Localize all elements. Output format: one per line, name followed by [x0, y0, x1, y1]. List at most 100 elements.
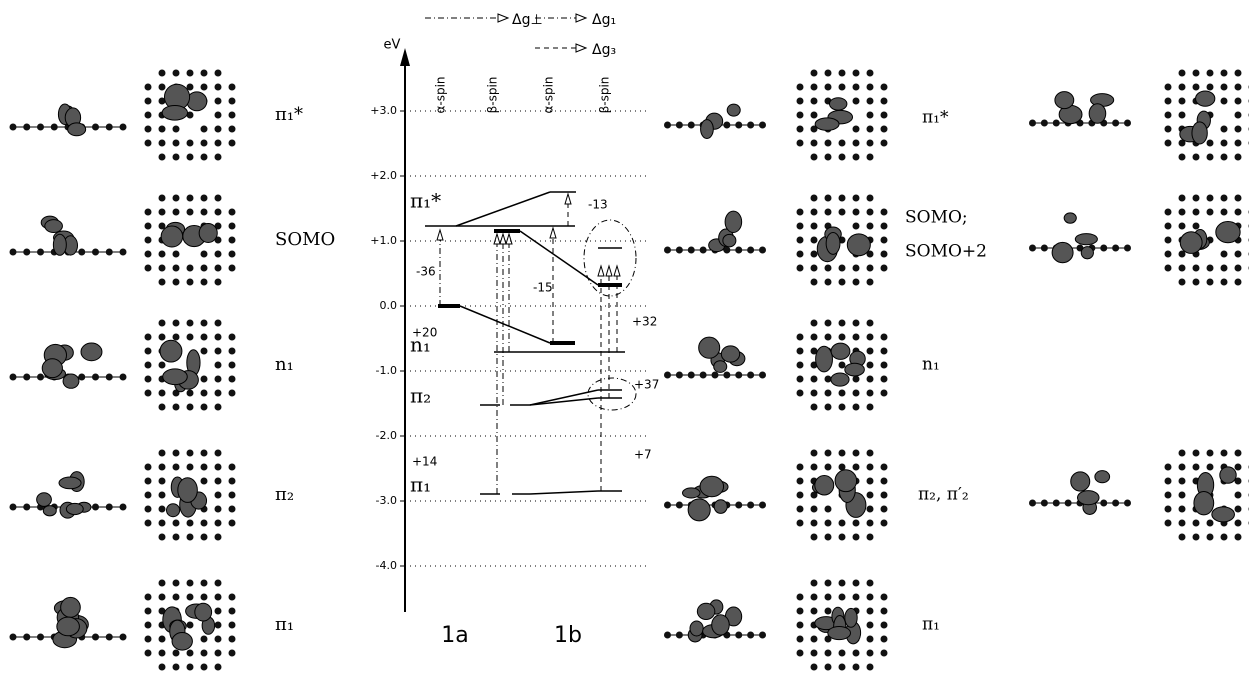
atom	[1165, 223, 1172, 230]
lobe	[1194, 491, 1214, 514]
lobe	[57, 617, 80, 636]
lobe	[43, 506, 56, 516]
atom	[145, 209, 152, 216]
atom	[145, 237, 152, 244]
atom	[187, 622, 194, 629]
atom	[811, 650, 818, 657]
atom	[229, 223, 236, 230]
atom	[664, 122, 671, 129]
atom	[853, 580, 860, 587]
atom	[1179, 112, 1186, 119]
atom	[201, 450, 208, 457]
atom	[1221, 251, 1228, 258]
atom	[1235, 84, 1242, 91]
atom	[173, 195, 180, 202]
atom	[839, 265, 846, 272]
orbital-label: π₁	[922, 615, 940, 635]
atom	[173, 209, 180, 216]
atom	[881, 112, 888, 119]
atom	[215, 404, 222, 411]
atom	[839, 520, 846, 527]
atom	[839, 209, 846, 216]
atom	[825, 594, 832, 601]
arrowhead	[550, 228, 556, 238]
connector	[456, 192, 550, 226]
lobe	[163, 369, 188, 385]
atom	[1207, 154, 1214, 161]
atom	[664, 372, 671, 379]
atom	[853, 534, 860, 541]
atom	[201, 650, 208, 657]
atom	[797, 209, 804, 216]
atom	[1221, 265, 1228, 272]
atom	[159, 362, 166, 369]
atom	[159, 126, 166, 133]
atom	[145, 520, 152, 527]
legend-arrow	[498, 14, 508, 22]
atom	[187, 580, 194, 587]
atom	[229, 265, 236, 272]
atom	[1235, 492, 1242, 499]
shift-label: +14	[412, 455, 437, 469]
lobe	[53, 234, 66, 255]
atom	[10, 634, 17, 641]
atom	[145, 506, 152, 513]
atom	[797, 492, 804, 499]
orbital-side-view	[10, 104, 127, 136]
atom	[853, 520, 860, 527]
atom	[187, 534, 194, 541]
atom	[1235, 279, 1242, 286]
atom	[145, 126, 152, 133]
atom	[811, 154, 818, 161]
orbital-side-view	[664, 211, 766, 253]
atom	[145, 334, 152, 341]
atom	[1179, 154, 1186, 161]
orbital-top-view	[145, 70, 236, 161]
orbital-top-view	[797, 450, 888, 541]
atom	[825, 520, 832, 527]
atom	[881, 520, 888, 527]
atom	[173, 154, 180, 161]
atom	[867, 126, 874, 133]
atom	[215, 520, 222, 527]
lobe	[723, 234, 736, 247]
atom	[173, 650, 180, 657]
atom	[1235, 70, 1242, 77]
atom	[881, 265, 888, 272]
atom	[1053, 500, 1060, 507]
atom	[92, 249, 99, 256]
atom	[201, 636, 208, 643]
tick-label: +3.0	[370, 104, 397, 117]
connector	[460, 306, 550, 343]
orbital-label: π₁*	[922, 108, 949, 128]
atom	[1179, 492, 1186, 499]
atom	[1165, 237, 1172, 244]
atom	[853, 334, 860, 341]
axis-unit: eV	[384, 38, 401, 53]
atom	[797, 464, 804, 471]
orbital-top-view	[797, 195, 888, 286]
atom	[867, 534, 874, 541]
atom	[215, 506, 222, 513]
atom	[797, 112, 804, 119]
lobe	[1055, 92, 1074, 109]
atom	[229, 636, 236, 643]
atom	[825, 84, 832, 91]
atom	[1193, 154, 1200, 161]
atom	[159, 450, 166, 457]
atom	[1235, 265, 1242, 272]
atom	[867, 140, 874, 147]
atom	[811, 608, 818, 615]
atom	[1165, 251, 1172, 258]
atom	[881, 622, 888, 629]
atom	[1112, 500, 1119, 507]
atom	[173, 450, 180, 457]
atom	[1235, 209, 1242, 216]
atom	[1029, 500, 1036, 507]
atom	[839, 594, 846, 601]
atom	[106, 504, 113, 511]
atom	[1193, 70, 1200, 77]
atom	[215, 650, 222, 657]
atom	[187, 664, 194, 671]
atom	[1207, 534, 1214, 541]
